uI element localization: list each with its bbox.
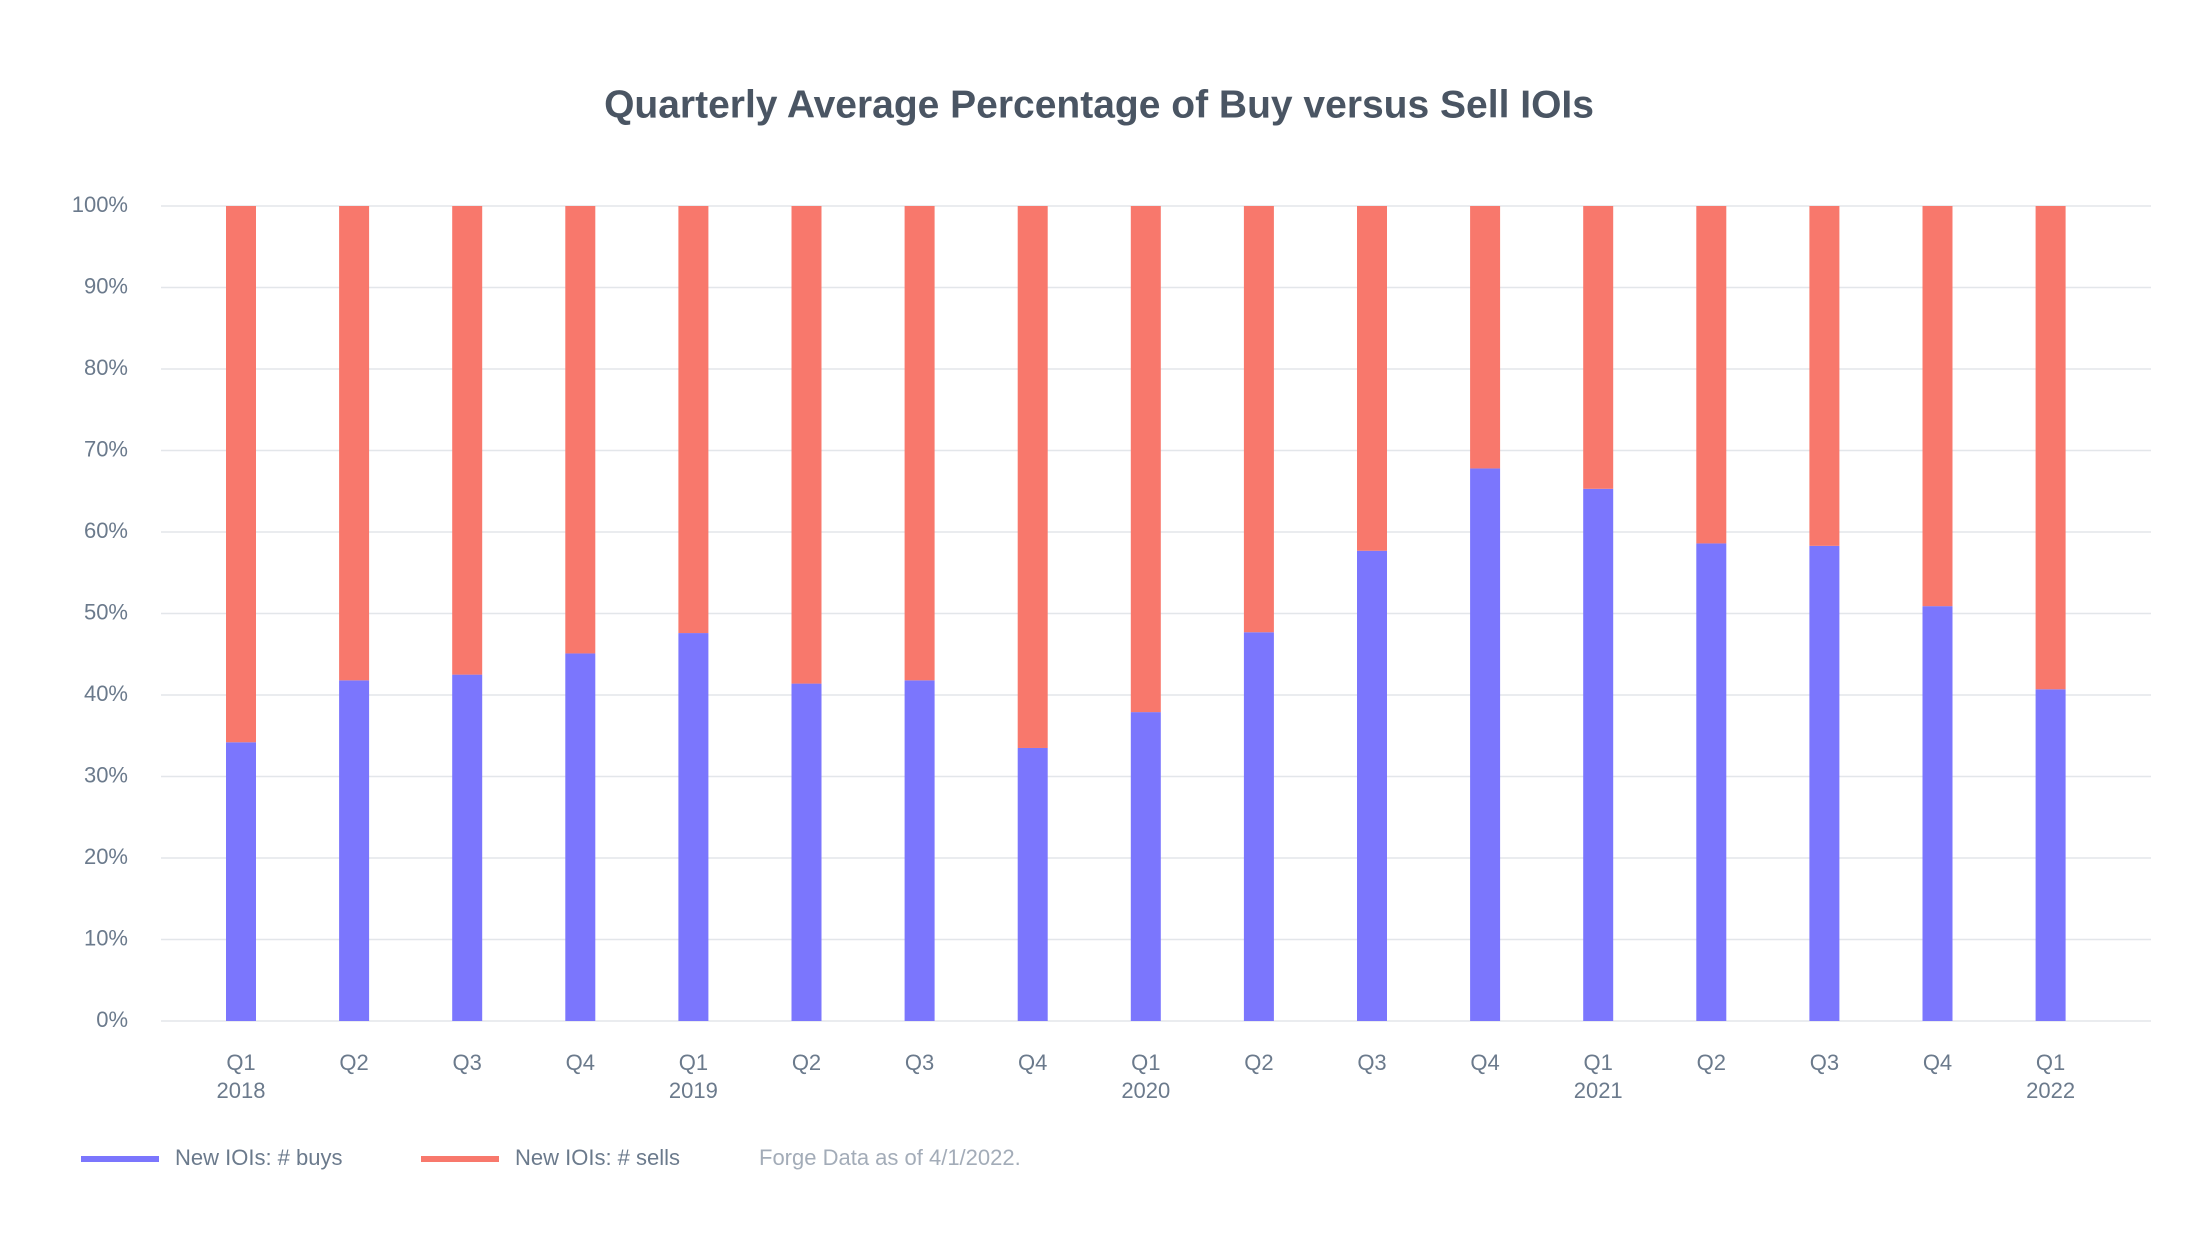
bar-segment [1243,632,1274,1021]
bar-segment [452,206,483,675]
bar-segment [1017,206,1048,748]
bar-segment [1130,206,1161,713]
x-tick-label: Q3 [905,1050,934,1075]
y-tick-label: 30% [84,762,128,787]
bar-segment [1357,206,1387,551]
x-tick-label: Q2 [339,1050,368,1075]
bar-segment [1470,206,1501,469]
y-tick-label: 0% [96,1007,128,1032]
x-tick-label: Q4 [1018,1050,1047,1075]
bar-segment [791,206,822,684]
y-tick-label: 60% [84,518,128,543]
bar-segment [2035,206,2066,690]
bar-segment [1470,468,1501,1021]
legend-label: New IOIs: # buys [175,1145,343,1170]
bar-segment [226,742,256,1021]
x-tick-year: 2021 [1574,1078,1623,1103]
x-tick-label: Q4 [1923,1050,1952,1075]
x-tick-label: Q2 [1244,1050,1273,1075]
y-tick-label: 10% [84,925,128,950]
bar-segment [226,206,256,743]
x-tick-label: Q3 [1810,1050,1839,1075]
bar-segment [904,680,935,1021]
y-tick-label: 90% [84,273,128,298]
x-tick-label: Q1 [2036,1050,2065,1075]
y-tick-label: 70% [84,436,128,461]
x-tick-label: Q2 [1697,1050,1726,1075]
bar-segment [791,683,822,1021]
y-tick-label: 100% [72,192,128,217]
x-tick-label: Q2 [792,1050,821,1075]
bar-segment [565,653,596,1021]
y-tick-label: 80% [84,355,128,380]
bar-segment [1696,206,1727,544]
y-tick-label: 50% [84,599,128,624]
bar-segment [1583,488,1614,1021]
bar-segment [1243,206,1274,633]
x-tick-label: Q4 [1470,1050,1499,1075]
bar-segment [1696,543,1727,1021]
x-tick-year: 2018 [217,1078,266,1103]
bar-segment [452,674,483,1021]
legend-label: New IOIs: # sells [515,1145,680,1170]
bar-segment [904,206,935,681]
y-tick-label: 40% [84,681,128,706]
bar-segment [1922,206,1953,607]
bar-segment [1809,545,1840,1021]
bar-segment [1922,606,1953,1021]
bar-segment [1809,206,1840,546]
bar-segment [1017,747,1048,1021]
bar-segment [1130,712,1161,1021]
x-tick-label: Q1 [1131,1050,1160,1075]
bar-segment [678,206,709,634]
bar-segment [565,206,596,654]
x-tick-year: 2022 [2026,1078,2075,1103]
bar-segment [339,206,370,681]
x-tick-label: Q4 [566,1050,595,1075]
x-tick-label: Q1 [226,1050,255,1075]
x-tick-label: Q1 [1584,1050,1613,1075]
x-tick-year: 2020 [1121,1078,1170,1103]
x-tick-label: Q3 [1357,1050,1386,1075]
footnote: Forge Data as of 4/1/2022. [759,1145,1021,1170]
x-tick-label: Q3 [453,1050,482,1075]
bar-segment [1583,206,1614,489]
bar-segment [2035,689,2066,1021]
y-tick-label: 20% [84,844,128,869]
x-tick-label: Q1 [679,1050,708,1075]
chart-title: Quarterly Average Percentage of Buy vers… [604,83,1594,126]
bar-segment [339,680,370,1021]
x-tick-year: 2019 [669,1078,718,1103]
bar-segment [678,633,709,1021]
bar-segment [1357,550,1387,1021]
